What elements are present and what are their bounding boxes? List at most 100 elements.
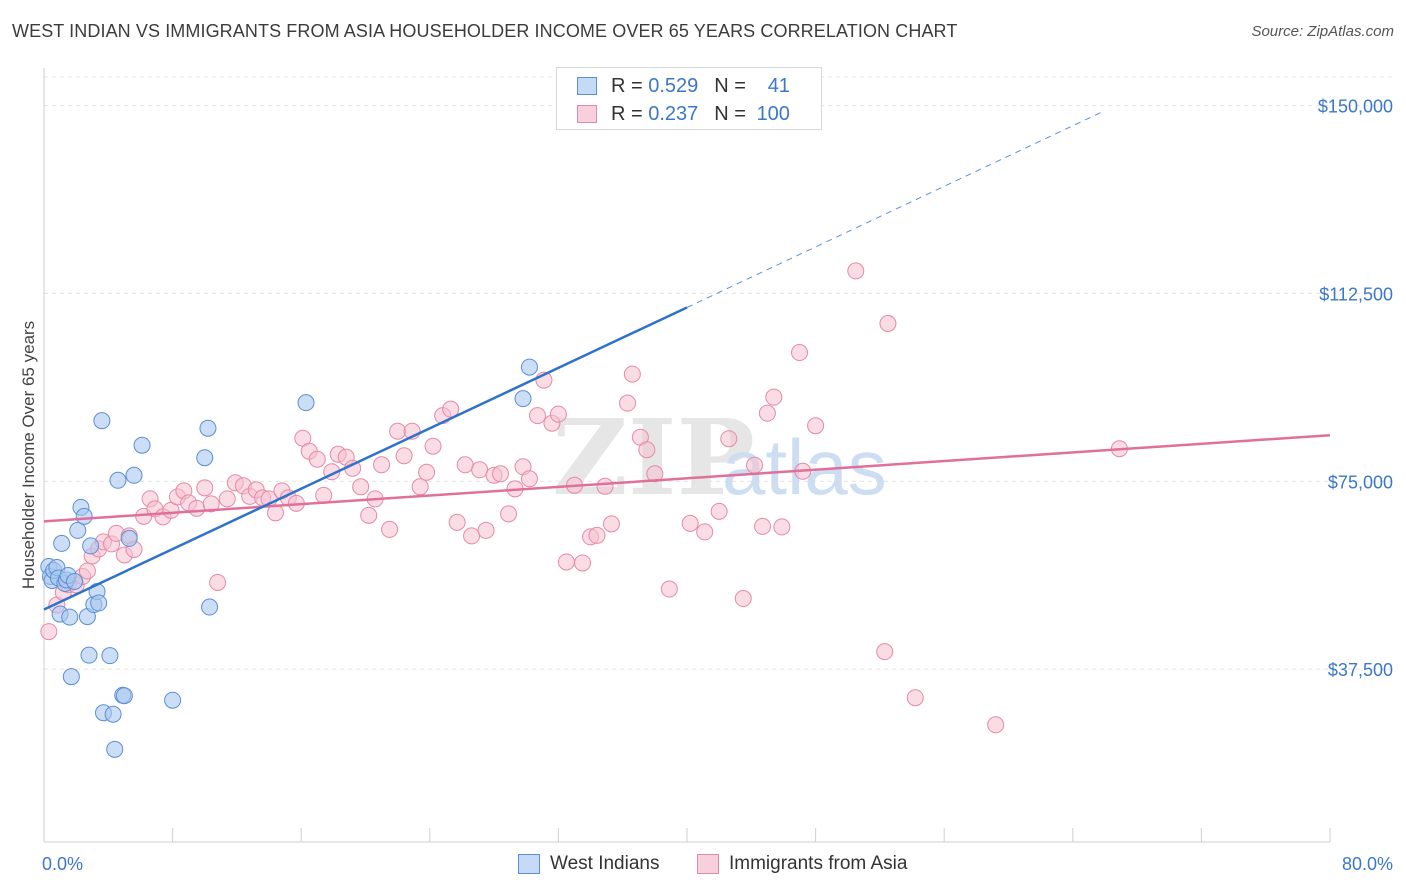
correlation-legend: R = 0.529 N = 41 R = 0.237 N = 100: [556, 67, 822, 130]
bottom-legend-label: West Indians: [550, 853, 660, 874]
data-point-immigrants-from-asia: [720, 430, 738, 448]
data-point-immigrants-from-asia: [696, 523, 714, 541]
data-point-west-indians: [120, 529, 138, 547]
bottom-legend-west-indians: West Indians: [518, 852, 659, 876]
data-point-west-indians: [90, 594, 108, 612]
data-point-immigrants-from-asia: [734, 590, 752, 608]
data-point-immigrants-from-asia: [746, 456, 764, 474]
legend-r-value: 0.529: [648, 74, 699, 97]
legend-n-label: N =: [714, 102, 746, 125]
data-point-west-indians: [62, 668, 80, 686]
grid-lines: [44, 76, 1394, 670]
data-point-west-indians: [125, 466, 143, 484]
data-point-west-indians: [106, 740, 124, 758]
data-point-west-indians: [53, 534, 71, 552]
data-point-immigrants-from-asia: [646, 465, 664, 483]
data-point-immigrants-from-asia: [456, 456, 474, 474]
legend-row-west-indians: R = 0.529 N = 41: [577, 73, 790, 99]
data-point-west-indians: [164, 691, 182, 709]
data-point-immigrants-from-asia: [765, 388, 783, 406]
watermark-zip: ZIP: [552, 396, 755, 519]
data-point-immigrants-from-asia: [315, 486, 333, 504]
data-point-west-indians: [101, 647, 119, 665]
data-point-immigrants-from-asia: [847, 262, 865, 280]
legend-n-label: N =: [714, 74, 746, 97]
legend-n-value: 100: [756, 102, 790, 125]
data-point-immigrants-from-asia: [477, 521, 495, 539]
data-point-immigrants-from-asia: [906, 689, 924, 707]
data-point-west-indians: [201, 598, 219, 616]
data-point-west-indians: [115, 687, 133, 705]
west-indians-points: [40, 358, 538, 758]
data-point-immigrants-from-asia: [196, 479, 214, 497]
data-point-immigrants-from-asia: [758, 404, 776, 422]
trendline-west-indians: [43, 306, 688, 611]
y-axis-label: Householder Income Over 65 years: [19, 321, 38, 589]
data-point-west-indians: [196, 449, 214, 467]
bottom-legend-immigrants-from-asia: Immigrants from Asia: [697, 852, 907, 876]
data-point-immigrants-from-asia: [202, 495, 220, 513]
source-credit: Source: ZipAtlas.com: [1251, 23, 1394, 40]
data-point-immigrants-from-asia: [500, 505, 518, 523]
data-point-west-indians: [80, 646, 98, 664]
data-point-immigrants-from-asia: [360, 506, 378, 524]
data-point-west-indians: [69, 521, 87, 539]
data-point-immigrants-from-asia: [448, 513, 466, 531]
data-point-immigrants-from-asia: [520, 470, 538, 488]
data-point-immigrants-from-asia: [773, 518, 791, 536]
axes: [43, 68, 1331, 843]
watermark: ZIP atlas: [552, 396, 887, 519]
data-point-west-indians: [297, 394, 315, 412]
legend-r-value: 0.237: [648, 102, 699, 125]
data-point-immigrants-from-asia: [596, 477, 614, 495]
legend-swatch-blue: [577, 77, 597, 95]
y-tick-label: $112,500: [1319, 284, 1393, 304]
y-tick-label: $37,500: [1328, 660, 1393, 680]
legend-row-immigrants-from-asia: R = 0.237 N = 100: [577, 101, 790, 127]
data-point-immigrants-from-asia: [40, 623, 58, 641]
bottom-legend-swatch-pink: [697, 854, 719, 874]
data-point-immigrants-from-asia: [463, 527, 481, 545]
data-point-immigrants-from-asia: [549, 405, 567, 423]
data-point-immigrants-from-asia: [557, 553, 575, 571]
data-point-immigrants-from-asia: [411, 478, 429, 496]
legend-r-label: R =: [611, 74, 643, 97]
data-point-immigrants-from-asia: [418, 463, 436, 481]
data-point-immigrants-from-asia: [529, 407, 547, 425]
data-point-immigrants-from-asia: [876, 643, 894, 661]
data-point-immigrants-from-asia: [619, 394, 637, 412]
bottom-legend-swatch-blue: [518, 854, 540, 874]
data-point-immigrants-from-asia: [602, 515, 620, 533]
data-point-west-indians: [199, 419, 217, 437]
x-tick-label: 0.0%: [42, 854, 83, 874]
data-point-immigrants-from-asia: [754, 517, 772, 535]
data-point-immigrants-from-asia: [308, 450, 326, 468]
immigrants-from-asia-points: [40, 262, 1128, 734]
y-tick-label: $150,000: [1318, 97, 1393, 117]
bottom-legend-label: Immigrants from Asia: [729, 853, 908, 874]
data-point-immigrants-from-asia: [588, 526, 606, 544]
data-point-immigrants-from-asia: [381, 520, 399, 538]
data-point-immigrants-from-asia: [395, 447, 413, 465]
data-point-west-indians: [61, 608, 79, 626]
data-point-immigrants-from-asia: [791, 344, 809, 362]
data-point-west-indians: [75, 507, 93, 525]
data-point-immigrants-from-asia: [660, 580, 678, 598]
data-point-immigrants-from-asia: [209, 573, 227, 591]
data-point-west-indians: [104, 705, 122, 723]
data-point-immigrants-from-asia: [492, 465, 510, 483]
data-point-west-indians: [133, 436, 151, 454]
data-point-west-indians: [93, 412, 111, 430]
data-point-immigrants-from-asia: [373, 456, 391, 474]
data-point-immigrants-from-asia: [681, 514, 699, 532]
trendline-immigrants-from-asia: [43, 433, 1331, 523]
data-point-immigrants-from-asia: [389, 422, 407, 440]
legend-r-label: R =: [611, 102, 643, 125]
data-point-west-indians: [109, 471, 127, 489]
data-point-immigrants-from-asia: [807, 417, 825, 435]
x-tick-label: 80.0%: [1342, 854, 1393, 874]
data-point-immigrants-from-asia: [471, 461, 489, 479]
trendline-west-indians-extension: [686, 110, 1106, 308]
data-point-immigrants-from-asia: [188, 499, 206, 517]
